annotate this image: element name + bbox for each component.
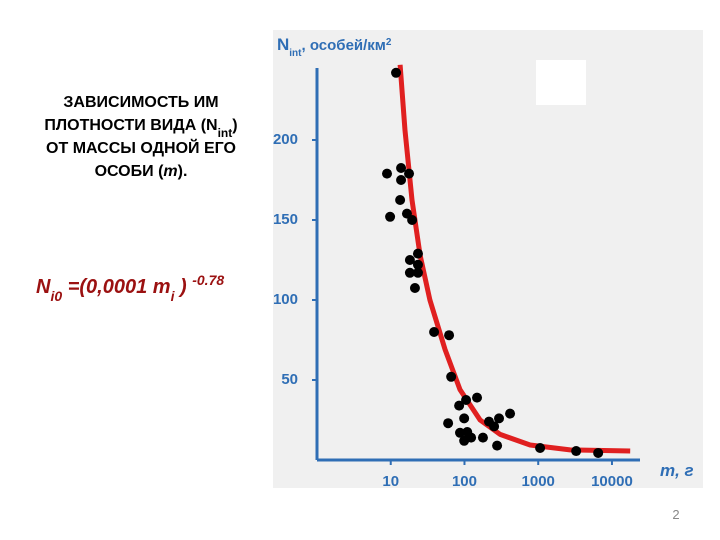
title-line: ПЛОТНОСТИ ВИДА (Nint) (44, 117, 237, 140)
formula-text: N (36, 276, 51, 298)
data-point (455, 427, 466, 438)
formula-text: =(0,0001 m (62, 276, 170, 298)
blank-box (536, 60, 586, 105)
y-label-subscript: int (289, 48, 302, 59)
data-point (396, 175, 407, 185)
data-point (404, 255, 415, 265)
x-tick-label: 10 (382, 473, 399, 490)
formula-superscript: -0.78 (192, 272, 224, 288)
title-text: ЗАВИСИМОСТЬ ИМ (63, 94, 218, 111)
title-line: ОСОБИ (m). (95, 163, 188, 180)
y-tick-label: 200 (273, 131, 298, 148)
data-point (412, 248, 423, 259)
data-point (489, 421, 500, 432)
data-point (385, 211, 396, 222)
y-label-unit: , особей/км (302, 37, 386, 54)
y-tick-label: 50 (281, 371, 298, 388)
y-label-symbol: N (277, 35, 289, 54)
formula-subscript: i0 (50, 288, 62, 304)
data-point (407, 215, 418, 225)
data-point (429, 327, 440, 337)
data-point (391, 67, 402, 78)
data-point (404, 168, 415, 179)
data-point (505, 408, 516, 419)
x-tick-label: 10000 (591, 473, 633, 490)
data-point (472, 392, 483, 403)
data-point (459, 413, 470, 424)
data-point (571, 446, 582, 457)
data-point (444, 330, 455, 341)
title-text: ОСОБИ ( (95, 163, 164, 180)
x-tick-label: 100 (452, 473, 477, 490)
x-axis-label: m, г (660, 461, 694, 480)
title-text: ПЛОТНОСТИ ВИДА (N (44, 117, 217, 134)
title-line: ОТ МАССЫ ОДНОЙ ЕГО (46, 138, 236, 157)
data-point (535, 443, 546, 453)
x-tick-label: 1000 (522, 473, 555, 490)
page-number: 2 (672, 507, 679, 522)
plot-background (273, 30, 703, 488)
y-tick-label: 150 (273, 211, 298, 228)
data-point (412, 259, 423, 270)
data-point (409, 283, 420, 293)
title-subscript: int (218, 126, 233, 140)
data-point (593, 447, 604, 458)
data-point (396, 163, 407, 173)
y-tick-label: 100 (273, 291, 298, 308)
data-point (404, 267, 415, 278)
data-point (443, 418, 454, 429)
title-line: ЗАВИСИМОСТЬ ИМ (63, 94, 218, 111)
data-point (454, 400, 465, 411)
title-text: ). (178, 163, 188, 180)
data-point (446, 371, 457, 382)
title-text: m (163, 163, 177, 180)
title-text: ) (232, 117, 237, 134)
formula-text: ) (174, 276, 192, 298)
data-point (461, 395, 472, 405)
data-point (459, 435, 470, 446)
data-point (382, 168, 393, 179)
data-point (395, 195, 406, 205)
y-label-superscript: 2 (386, 37, 392, 48)
data-point (412, 267, 423, 278)
data-point (477, 432, 488, 443)
formula-subscript: i (171, 288, 176, 304)
data-point (492, 440, 503, 451)
title-text: ОТ МАССЫ ОДНОЙ ЕГО (46, 138, 236, 157)
data-point (494, 413, 505, 424)
chart: 50 100 150 200 10 100 1000 10000 Nint, особей/км… (273, 30, 703, 490)
formula: Ni0 =(0,0001 mi ) -0.78 (36, 272, 224, 304)
y-axis-label: Nint, особей/км2 (277, 35, 392, 59)
